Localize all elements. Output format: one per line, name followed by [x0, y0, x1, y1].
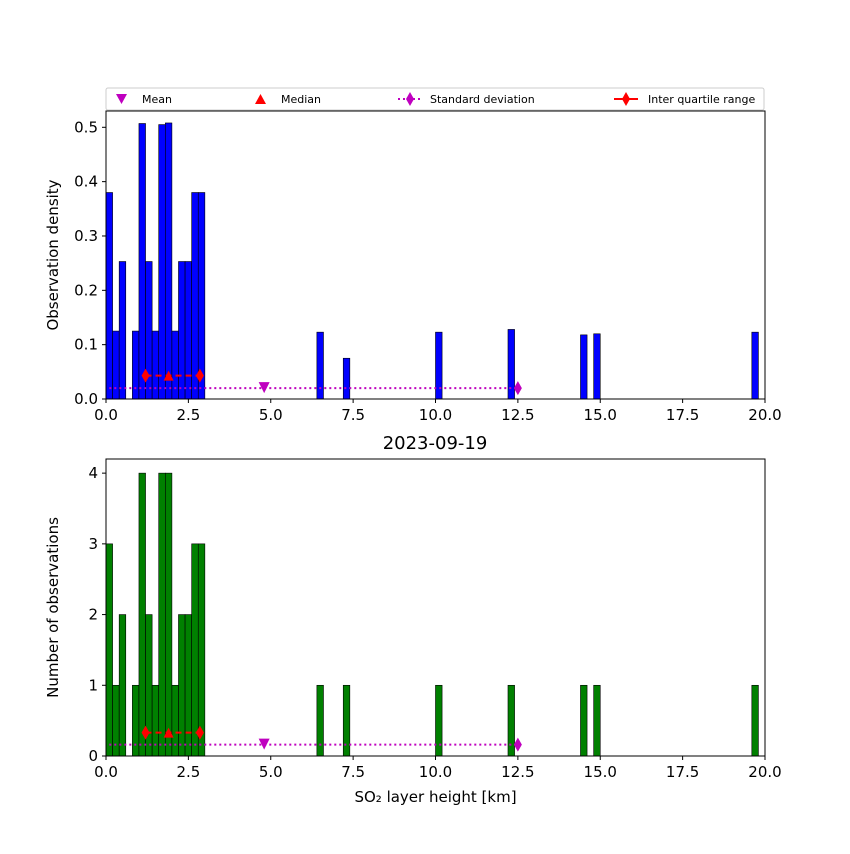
count-ytick-label: 1 — [88, 676, 98, 694]
density-ylabel: Observation density — [44, 179, 62, 330]
count-xtick-label: 2.5 — [176, 763, 200, 781]
count-xtick-label: 17.5 — [666, 763, 699, 781]
density-ytick-label: 0.3 — [74, 227, 98, 245]
count-bar — [593, 684, 601, 757]
count-bar — [165, 472, 173, 757]
count-bar — [580, 684, 588, 757]
count-xtick-label: 12.5 — [501, 763, 534, 781]
count-bar — [118, 614, 127, 757]
density-bar — [342, 357, 351, 400]
count-bar — [751, 684, 759, 757]
density-bar — [138, 123, 146, 400]
count-bar — [178, 614, 186, 757]
legend-box — [105, 87, 765, 111]
density-bar — [580, 334, 588, 400]
count-bar — [105, 543, 113, 757]
density-panel: 0.0 2.5 5.0 7.5 10.0 12.5 15.0 17.5 20.0 0.0 0.1 0.… — [44, 110, 782, 424]
density-xtick-label: 12.5 — [501, 406, 534, 424]
density-std-marker — [513, 381, 522, 396]
density-bar — [191, 192, 199, 400]
count-xlabel: SO₂ layer height [km] — [354, 788, 516, 806]
legend-median-label: Median — [281, 93, 321, 106]
density-ytick-label: 0.0 — [74, 390, 98, 408]
legend-std-marker — [406, 92, 414, 106]
count-xtick-label: 5.0 — [259, 763, 283, 781]
density-bar — [593, 333, 601, 400]
density-xtick-label: 7.5 — [341, 406, 365, 424]
density-bar — [751, 331, 759, 400]
count-ytick-label: 3 — [88, 535, 98, 553]
count-bar — [191, 543, 199, 757]
count-ytick-label: 4 — [88, 464, 98, 482]
density-ytick-label: 0.2 — [74, 281, 98, 299]
count-xtick-label: 10.0 — [419, 763, 452, 781]
density-xtick-label: 5.0 — [259, 406, 283, 424]
density-median-marker — [163, 370, 174, 381]
density-iqr-marker — [141, 368, 150, 383]
count-bar — [158, 472, 166, 757]
density-bar — [178, 261, 186, 400]
count-mean-marker — [258, 738, 270, 750]
density-iqr-marker — [195, 368, 204, 383]
density-xtick-label: 2.5 — [176, 406, 200, 424]
density-xtick-label: 17.5 — [666, 406, 699, 424]
legend-std-label: Standard deviation — [430, 93, 535, 106]
density-bar — [158, 124, 166, 400]
density-xtick-label: 15.0 — [584, 406, 617, 424]
density-ytick-label: 0.4 — [74, 173, 98, 191]
count-median-marker — [163, 727, 174, 738]
legend: Mean Median Standard deviation Inter qua… — [105, 87, 765, 111]
density-bar — [197, 192, 206, 400]
count-iqr-marker — [195, 725, 204, 740]
density-xtick-label: 20.0 — [748, 406, 781, 424]
count-iqr-marker — [141, 725, 150, 740]
density-xtick-label: 0.0 — [94, 406, 118, 424]
legend-mean-label: Mean — [142, 93, 172, 106]
count-bar — [197, 543, 206, 757]
density-ytick-label: 0.1 — [74, 336, 98, 354]
legend-mean-marker — [116, 94, 127, 104]
count-bar — [342, 684, 351, 757]
density-bar — [118, 261, 127, 400]
count-ylabel: Number of observations — [44, 517, 62, 698]
count-ytick-label: 0 — [88, 747, 98, 765]
count-xtick-label: 15.0 — [584, 763, 617, 781]
density-bar — [105, 192, 113, 400]
density-mean-marker — [258, 382, 270, 394]
density-xtick-label: 10.0 — [419, 406, 452, 424]
legend-iqr-marker — [622, 92, 630, 106]
count-std-marker — [513, 737, 522, 752]
density-ytick-label: 0.5 — [74, 118, 98, 136]
density-bar — [184, 261, 192, 400]
count-ytick-label: 2 — [88, 606, 98, 624]
count-xtick-label: 0.0 — [94, 763, 118, 781]
density-bar — [165, 122, 173, 400]
chart-title: 2023-09-19 — [383, 433, 488, 454]
count-bar — [184, 614, 192, 757]
count-xtick-label: 7.5 — [341, 763, 365, 781]
count-panel: 0.0 2.5 5.0 7.5 10.0 12.5 15.0 17.5 20.0 0 1 2 3 4 Num… — [44, 458, 782, 806]
legend-iqr-label: Inter quartile range — [648, 93, 755, 106]
count-bar — [138, 472, 146, 757]
legend-median-marker — [255, 94, 266, 104]
count-xtick-label: 20.0 — [748, 763, 781, 781]
